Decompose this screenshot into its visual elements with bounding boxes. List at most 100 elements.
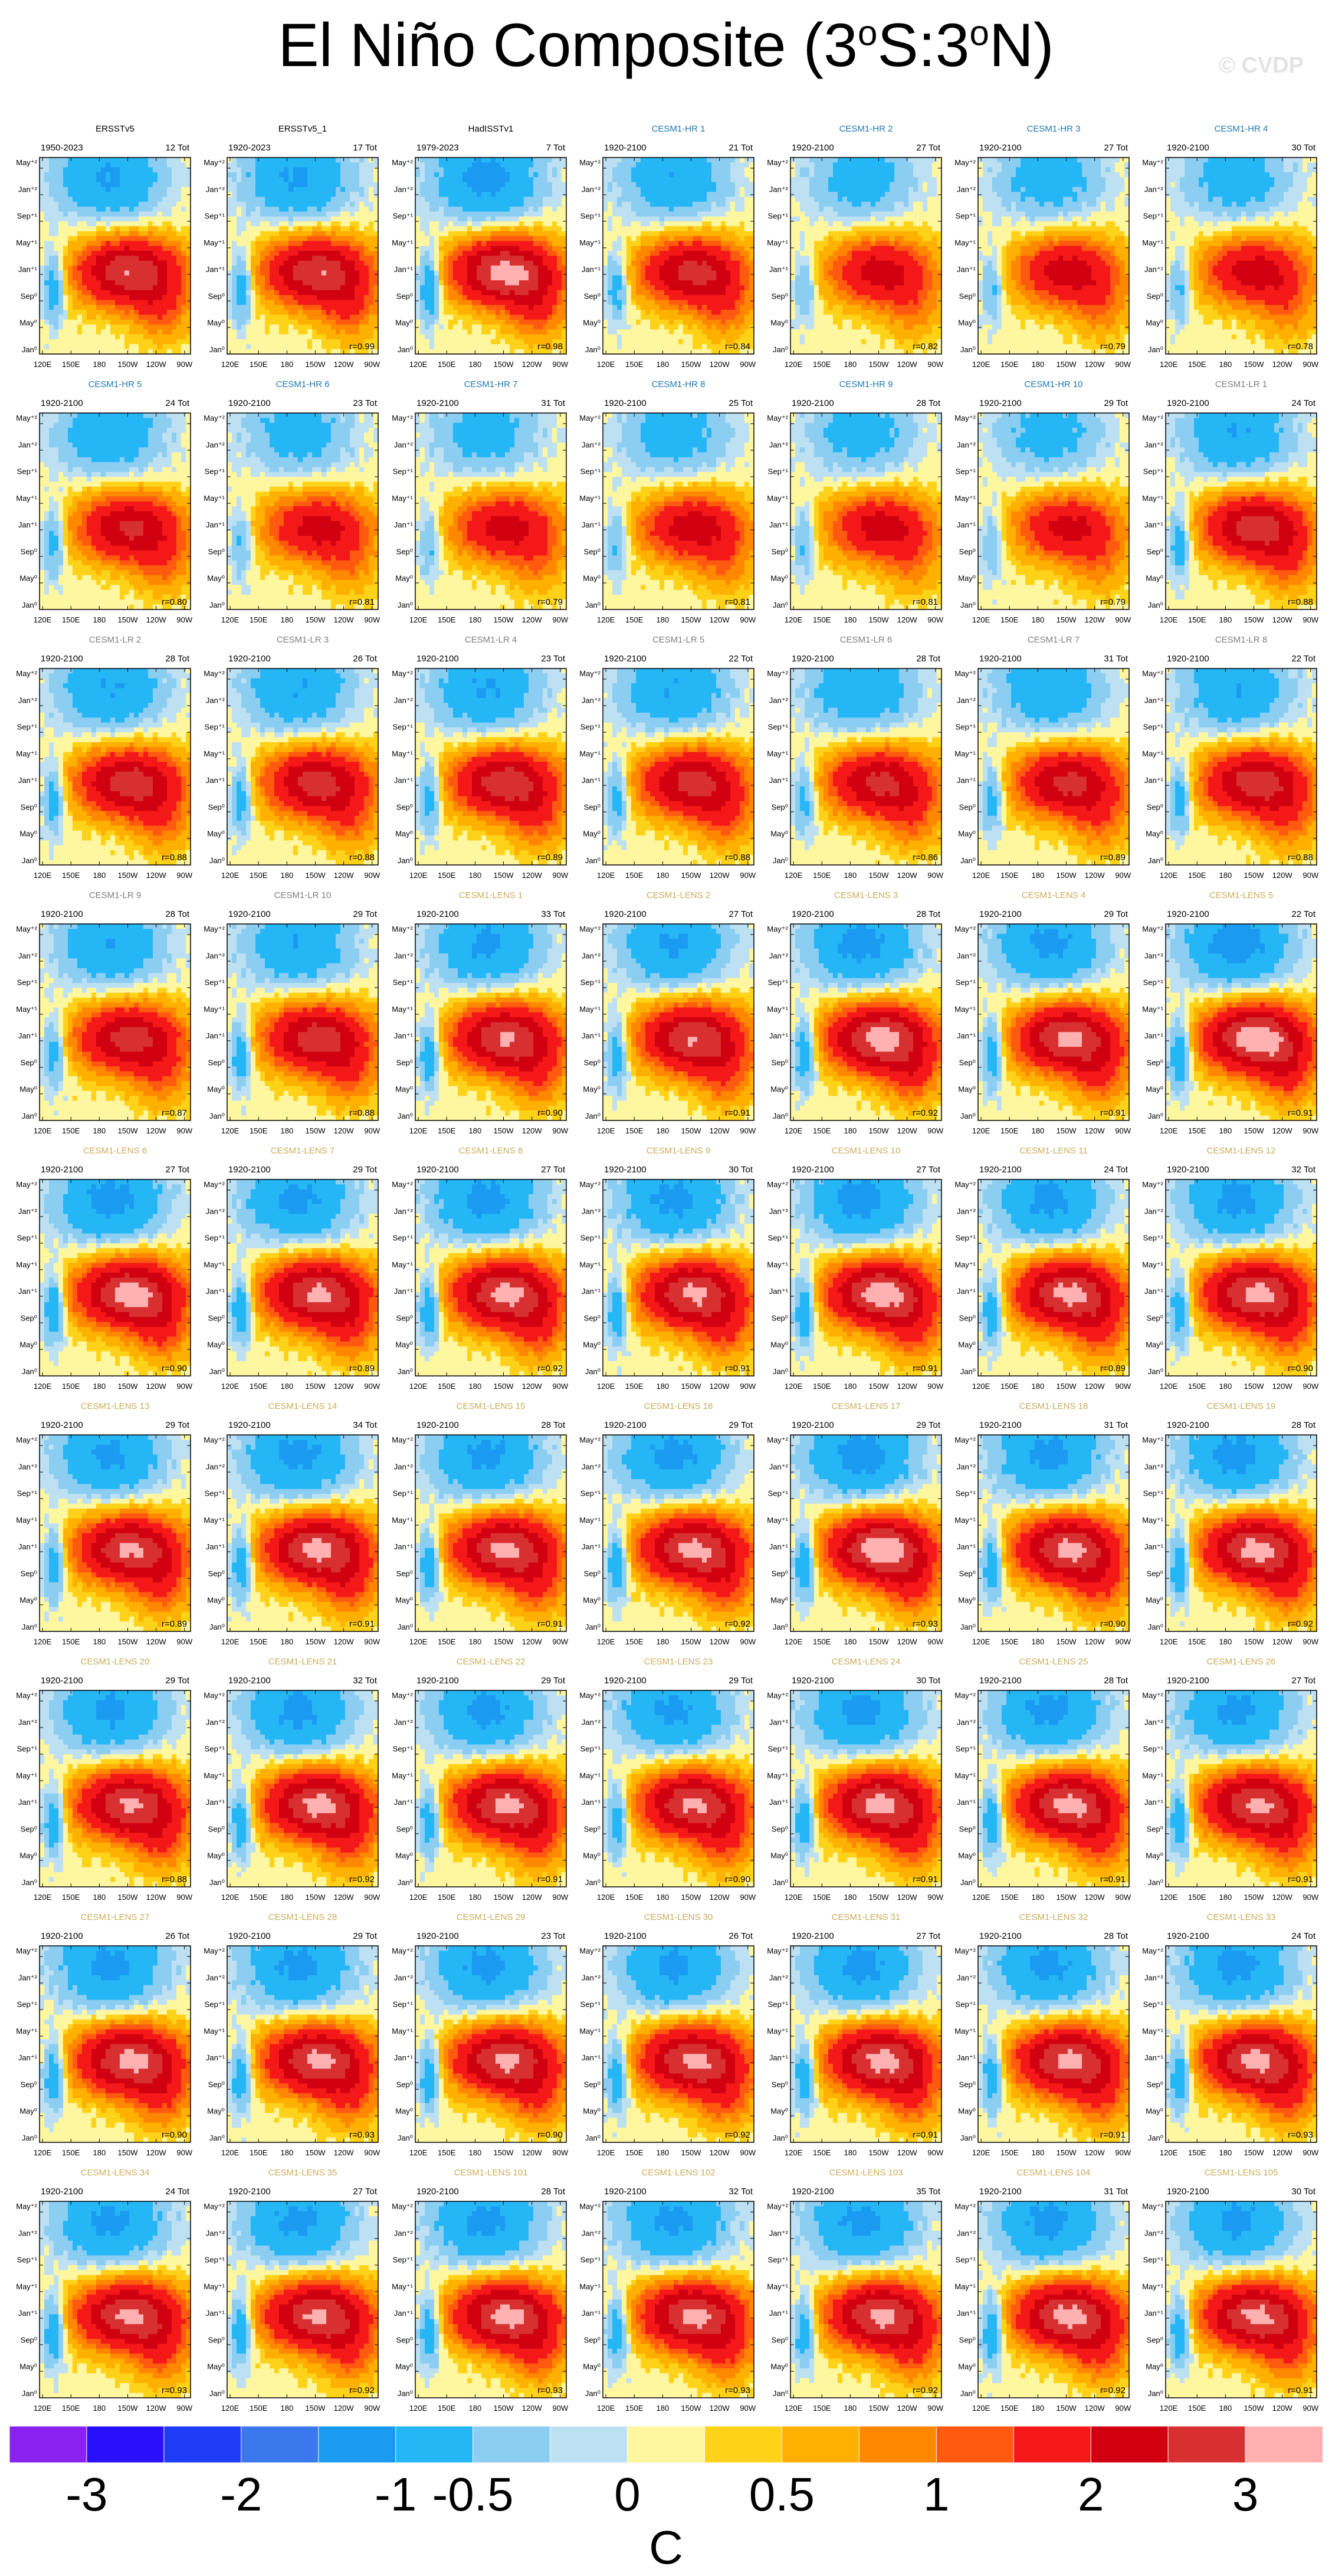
ytick-label: May⁺²: [579, 1436, 601, 1444]
xtick-label: 150E: [438, 1126, 456, 1135]
ytick-label: Jan⁺¹: [1144, 1542, 1164, 1551]
xtick-label: 150E: [813, 2148, 831, 2157]
pattern-correlation: r=0.92: [913, 2385, 938, 2395]
xtick-label: 90W: [552, 2148, 568, 2157]
sst-field: [790, 1435, 942, 1632]
ytick-label: Jan⁺¹: [18, 2309, 38, 2318]
xtick-label: 180: [1032, 615, 1045, 624]
xtick-label: 150E: [250, 360, 268, 369]
ytick-label: Jan⁰: [22, 345, 37, 354]
colorbar-swatch: [319, 2426, 396, 2463]
ytick-label: May⁺¹: [767, 494, 788, 503]
xtick-label: 180: [657, 1382, 670, 1391]
sst-field: [603, 1690, 754, 1887]
ytick-label: Sep⁰: [959, 802, 976, 811]
xtick-label: 120E: [221, 1382, 240, 1391]
ytick-label: Jan⁺¹: [582, 2309, 601, 2318]
panel-tot: 26 Tot: [165, 1931, 189, 1941]
sst-field: [40, 1435, 191, 1632]
ytick-label: Jan⁰: [1148, 1112, 1163, 1120]
xtick-label: 90W: [364, 360, 380, 369]
ytick-label: Jan⁺¹: [582, 1287, 601, 1296]
xtick-label: 150W: [1244, 1637, 1265, 1646]
xtick-label: 150E: [813, 1893, 831, 1902]
colorbar-swatch: [705, 2426, 782, 2463]
ytick-label: Sep⁰: [21, 1824, 37, 1833]
xtick-label: 150E: [250, 871, 268, 880]
xtick-label: 120W: [1085, 2148, 1105, 2157]
xtick-label: 180: [1032, 2404, 1045, 2413]
panel-title: CESM1-LR 3: [277, 635, 329, 645]
xtick-label: 120E: [597, 615, 615, 624]
ytick-label: May⁰: [1146, 1851, 1163, 1860]
xtick-label: 150W: [681, 1893, 702, 1902]
ytick-label: Jan⁺²: [769, 440, 789, 449]
ytick-label: May⁺²: [954, 158, 976, 167]
xtick-label: 180: [281, 615, 294, 624]
xtick-label: 180: [657, 615, 670, 624]
ytick-label: Jan⁰: [1148, 1623, 1163, 1631]
sst-field: [1166, 668, 1317, 866]
panel-title: CESM1-LENS 24: [832, 1657, 901, 1667]
xtick-label: 120E: [1160, 360, 1178, 369]
ytick-label: Jan⁺²: [394, 1973, 414, 1982]
ytick-label: Jan⁰: [585, 1878, 601, 1887]
xtick-label: 120W: [897, 2148, 918, 2157]
panel-tot: 22 Tot: [729, 654, 753, 664]
ytick-label: Jan⁺¹: [1144, 1287, 1164, 1296]
ytick-label: Jan⁺²: [1144, 1462, 1164, 1471]
ytick-label: May⁰: [207, 574, 225, 583]
ytick-label: Sep⁰: [208, 1313, 225, 1322]
xtick-label: 120W: [897, 360, 918, 369]
panel-tot: 35 Tot: [916, 2187, 940, 2197]
ytick-label: May⁺¹: [767, 238, 788, 247]
ytick-label: Sep⁰: [584, 2080, 601, 2089]
ytick-label: May⁺¹: [392, 2282, 413, 2291]
xtick-label: 150E: [62, 2148, 80, 2157]
sst-field: [978, 1946, 1130, 2143]
ytick-label: Jan⁺¹: [957, 1287, 976, 1296]
ytick-label: May⁺¹: [954, 1771, 976, 1780]
panel-title: ERSSTv5_1: [278, 124, 327, 134]
pattern-correlation: r=0.98: [537, 342, 563, 352]
sst-field: [790, 413, 942, 610]
ytick-label: May⁰: [207, 2362, 225, 2371]
xtick-label: 120E: [972, 1382, 990, 1391]
xtick-label: 120E: [785, 360, 803, 369]
xtick-label: 120E: [785, 2148, 803, 2157]
xtick-label: 180: [469, 615, 482, 624]
xtick-label: 120E: [972, 2404, 990, 2413]
ytick-label: May⁰: [770, 574, 788, 583]
xtick-label: 120W: [146, 1126, 167, 1135]
ytick-label: Sep⁺¹: [956, 1745, 976, 1754]
xtick-label: 90W: [927, 1382, 943, 1391]
ytick-label: May⁰: [583, 1851, 601, 1860]
ytick-label: Jan⁺¹: [1144, 265, 1164, 274]
xtick-label: 180: [93, 615, 106, 624]
ytick-label: Jan⁰: [1148, 601, 1163, 609]
xtick-label: 150W: [1057, 615, 1077, 624]
ytick-label: May⁰: [958, 1596, 976, 1605]
ytick-label: Sep⁺¹: [580, 1489, 601, 1498]
ytick-label: May⁰: [19, 2107, 37, 2116]
ytick-label: Jan⁰: [209, 1112, 225, 1120]
sst-field: [415, 924, 567, 1121]
ytick-label: Jan⁺²: [957, 951, 976, 960]
pattern-correlation: r=0.90: [537, 2130, 563, 2140]
xtick-label: 150E: [438, 615, 456, 624]
ytick-label: Jan⁺²: [206, 1973, 225, 1982]
pattern-correlation: r=0.91: [1100, 1874, 1126, 1885]
sst-field: [227, 2201, 379, 2398]
sst-field: [415, 668, 567, 866]
ytick-label: May⁺¹: [579, 1260, 601, 1269]
ytick-label: May⁺²: [579, 2202, 601, 2211]
ytick-label: Jan⁺¹: [1144, 520, 1164, 529]
xtick-label: 120W: [522, 360, 543, 369]
xtick-label: 180: [844, 1382, 857, 1391]
ytick-label: Jan⁺²: [1144, 1718, 1164, 1726]
ytick-label: Sep⁰: [584, 1313, 601, 1322]
xtick-label: 120E: [785, 1382, 803, 1391]
xtick-label: 90W: [740, 2148, 756, 2157]
